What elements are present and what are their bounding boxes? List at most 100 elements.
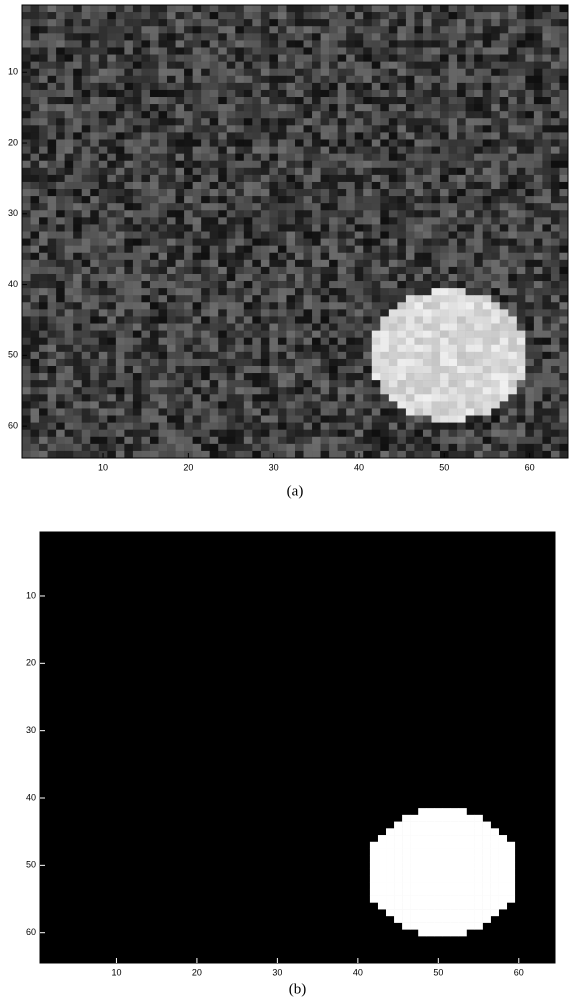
- noise-pixel: [559, 161, 568, 168]
- noise-pixel: [210, 104, 219, 111]
- noise-pixel: [48, 224, 57, 231]
- noise-pixel: [82, 380, 91, 387]
- noise-pixel: [252, 111, 261, 118]
- noise-pixel: [159, 316, 168, 323]
- noise-pixel: [406, 33, 415, 40]
- disk-pixel: [483, 862, 491, 869]
- noise-pixel: [406, 125, 415, 132]
- noise-pixel: [355, 111, 364, 118]
- noise-pixel: [321, 182, 330, 189]
- noise-pixel: [474, 154, 483, 161]
- noise-pixel: [517, 161, 526, 168]
- noise-pixel: [355, 232, 364, 239]
- noise-pixel: [65, 366, 74, 373]
- noise-pixel: [176, 12, 185, 19]
- noise-pixel: [56, 309, 65, 316]
- noise-pixel: [295, 118, 304, 125]
- noise-pixel: [235, 281, 244, 288]
- noise-pixel: [210, 33, 219, 40]
- noise-pixel: [338, 104, 347, 111]
- noise-pixel: [39, 12, 48, 19]
- disk-pixel: [372, 373, 381, 380]
- disk-pixel: [402, 869, 410, 876]
- noise-pixel: [380, 274, 389, 281]
- disk-pixel: [483, 835, 491, 842]
- noise-pixel: [65, 380, 74, 387]
- noise-pixel: [491, 168, 500, 175]
- noise-pixel: [440, 147, 449, 154]
- noise-pixel: [124, 83, 133, 90]
- noise-pixel: [218, 97, 227, 104]
- noise-pixel: [312, 118, 321, 125]
- noise-pixel: [389, 281, 398, 288]
- noise-pixel: [31, 62, 40, 69]
- disk-pixel: [440, 352, 449, 359]
- noise-pixel: [542, 295, 551, 302]
- noise-pixel: [252, 62, 261, 69]
- noise-pixel: [218, 423, 227, 430]
- noise-pixel: [235, 189, 244, 196]
- noise-pixel: [483, 267, 492, 274]
- noise-pixel: [406, 239, 415, 246]
- disk-pixel: [457, 387, 466, 394]
- noise-pixel: [355, 26, 364, 33]
- noise-pixel: [551, 104, 560, 111]
- noise-pixel: [304, 76, 313, 83]
- noise-pixel: [167, 175, 176, 182]
- disk-pixel: [474, 394, 483, 401]
- disk-pixel: [440, 345, 449, 352]
- noise-pixel: [252, 5, 261, 12]
- noise-pixel: [48, 104, 57, 111]
- noise-pixel: [525, 253, 534, 260]
- noise-pixel: [218, 401, 227, 408]
- noise-pixel: [65, 26, 74, 33]
- noise-pixel: [31, 302, 40, 309]
- noise-pixel: [483, 83, 492, 90]
- noise-pixel: [491, 161, 500, 168]
- noise-pixel: [389, 232, 398, 239]
- noise-pixel: [321, 295, 330, 302]
- noise-pixel: [141, 352, 150, 359]
- disk-pixel: [450, 835, 458, 842]
- noise-pixel: [355, 55, 364, 62]
- noise-pixel: [210, 416, 219, 423]
- noise-pixel: [286, 239, 295, 246]
- noise-pixel: [22, 175, 31, 182]
- noise-pixel: [31, 437, 40, 444]
- noise-pixel: [159, 175, 168, 182]
- noise-pixel: [73, 239, 82, 246]
- noise-pixel: [372, 232, 381, 239]
- noise-pixel: [31, 154, 40, 161]
- noise-pixel: [500, 451, 509, 458]
- noise-pixel: [124, 161, 133, 168]
- disk-pixel: [394, 822, 402, 829]
- noise-pixel: [440, 189, 449, 196]
- noise-pixel: [295, 437, 304, 444]
- noise-pixel: [176, 147, 185, 154]
- noise-pixel: [491, 260, 500, 267]
- disk-pixel: [370, 849, 378, 856]
- noise-pixel: [440, 182, 449, 189]
- noise-pixel: [406, 139, 415, 146]
- noise-pixel: [551, 132, 560, 139]
- noise-pixel: [559, 118, 568, 125]
- noise-pixel: [491, 203, 500, 210]
- noise-pixel: [286, 26, 295, 33]
- noise-pixel: [167, 408, 176, 415]
- noise-pixel: [312, 55, 321, 62]
- noise-pixel: [321, 62, 330, 69]
- noise-pixel: [508, 267, 517, 274]
- noise-pixel: [150, 423, 159, 430]
- noise-pixel: [252, 416, 261, 423]
- noise-pixel: [116, 416, 125, 423]
- disk-pixel: [372, 352, 381, 359]
- noise-pixel: [90, 5, 99, 12]
- noise-pixel: [295, 26, 304, 33]
- noise-pixel: [423, 90, 432, 97]
- noise-pixel: [278, 97, 287, 104]
- noise-pixel: [525, 444, 534, 451]
- disk-pixel: [423, 352, 432, 359]
- noise-pixel: [278, 295, 287, 302]
- noise-pixel: [184, 253, 193, 260]
- noise-pixel: [286, 5, 295, 12]
